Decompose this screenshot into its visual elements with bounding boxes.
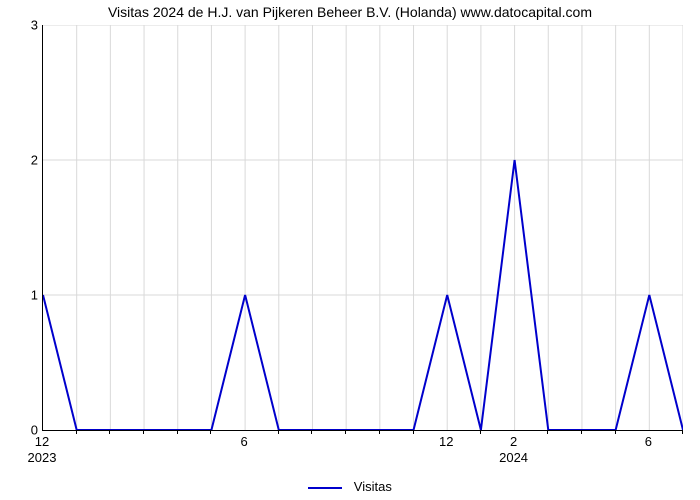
x-minor-tick — [615, 430, 616, 434]
x-tick-label: 2 — [510, 434, 517, 449]
x-tick-year: 2023 — [28, 450, 57, 465]
y-tick-label: 3 — [8, 18, 38, 33]
x-tick-label: 12 — [439, 434, 453, 449]
x-tick-label: 6 — [645, 434, 652, 449]
y-tick-label: 2 — [8, 153, 38, 168]
x-minor-tick — [581, 430, 582, 434]
chart-title: Visitas 2024 de H.J. van Pijkeren Beheer… — [0, 4, 700, 20]
x-tick-year: 2024 — [499, 450, 528, 465]
x-minor-tick — [76, 430, 77, 434]
x-minor-tick — [177, 430, 178, 434]
y-tick-label: 1 — [8, 288, 38, 303]
legend-swatch — [308, 487, 342, 489]
chart-container: { "chart": { "type": "line", "title": "V… — [0, 0, 700, 500]
x-minor-tick — [682, 430, 683, 434]
x-minor-tick — [278, 430, 279, 434]
x-minor-tick — [345, 430, 346, 434]
x-minor-tick — [480, 430, 481, 434]
x-tick-label: 6 — [240, 434, 247, 449]
x-minor-tick — [210, 430, 211, 434]
x-minor-tick — [413, 430, 414, 434]
x-tick-label: 12 — [35, 434, 49, 449]
x-minor-tick — [547, 430, 548, 434]
legend: Visitas — [0, 479, 700, 494]
legend-label: Visitas — [354, 479, 392, 494]
plot-area — [42, 25, 683, 431]
x-minor-tick — [143, 430, 144, 434]
x-minor-tick — [109, 430, 110, 434]
plot-svg — [43, 25, 683, 430]
x-minor-tick — [379, 430, 380, 434]
y-tick-label: 0 — [8, 423, 38, 438]
x-minor-tick — [311, 430, 312, 434]
